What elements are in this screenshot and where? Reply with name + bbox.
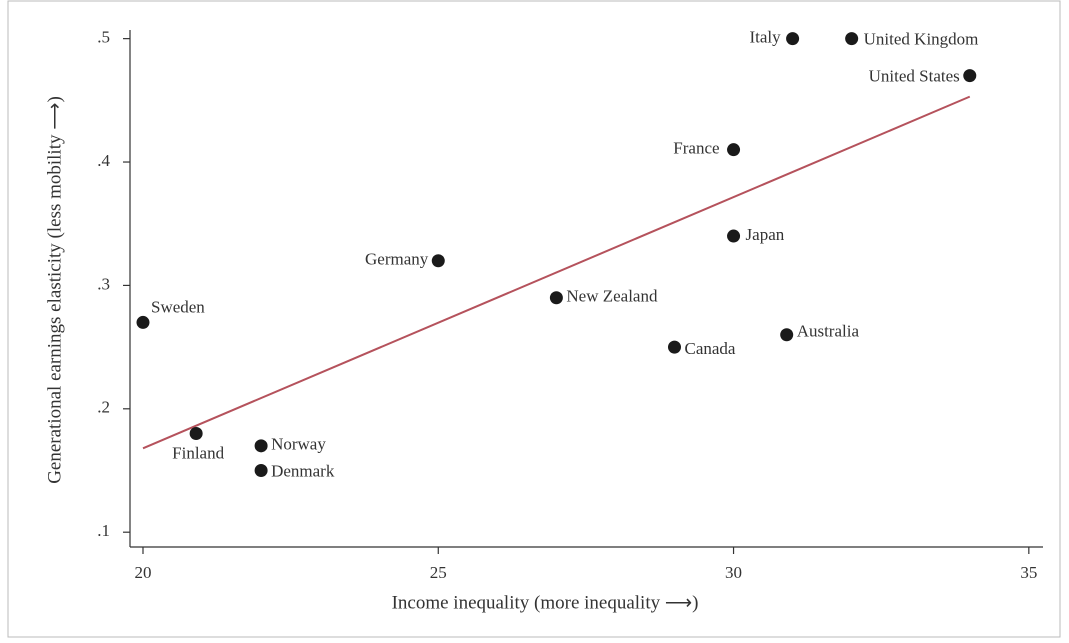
- point: [963, 69, 977, 83]
- point-label: Norway: [271, 435, 326, 454]
- x-tick-label: 35: [1020, 563, 1037, 582]
- x-tick-label: 20: [134, 563, 151, 582]
- point-label: Japan: [746, 225, 785, 244]
- point: [136, 315, 150, 329]
- point-label: Germany: [365, 250, 429, 269]
- point-label: New Zealand: [566, 287, 658, 306]
- point: [431, 254, 445, 268]
- point: [667, 340, 681, 354]
- y-tick-label: .2: [97, 398, 110, 417]
- point-label: France: [673, 139, 719, 158]
- point-label: Denmark: [271, 461, 335, 480]
- point: [254, 439, 268, 453]
- y-tick-label: .1: [97, 521, 110, 540]
- point: [549, 291, 563, 305]
- point: [189, 426, 203, 440]
- x-tick-label: 30: [725, 563, 742, 582]
- y-tick-label: .3: [97, 274, 110, 293]
- point-label: United States: [869, 67, 960, 86]
- x-tick-label: 25: [430, 563, 447, 582]
- point: [727, 229, 741, 243]
- point-label: Italy: [749, 28, 781, 47]
- point-label: Canada: [684, 339, 735, 358]
- frame: [7, 0, 1061, 638]
- x-axis-label: Income inequality (more inequality ⟶): [392, 592, 699, 613]
- fit-line: [142, 95, 971, 450]
- point: [727, 143, 741, 157]
- y-tick-label: .4: [97, 151, 110, 170]
- point-label: Sweden: [151, 297, 205, 316]
- point: [786, 32, 800, 46]
- point-label: United Kingdom: [864, 30, 979, 49]
- y-axis-label: Generational earnings elasticity (less m…: [44, 96, 65, 484]
- point-label: Australia: [797, 322, 860, 341]
- point: [254, 463, 268, 477]
- point: [780, 328, 794, 342]
- point: [845, 32, 859, 46]
- point-label: Finland: [172, 443, 224, 462]
- y-tick-label: .5: [97, 28, 110, 47]
